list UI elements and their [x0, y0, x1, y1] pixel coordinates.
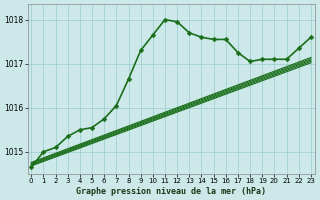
X-axis label: Graphe pression niveau de la mer (hPa): Graphe pression niveau de la mer (hPa) — [76, 187, 266, 196]
